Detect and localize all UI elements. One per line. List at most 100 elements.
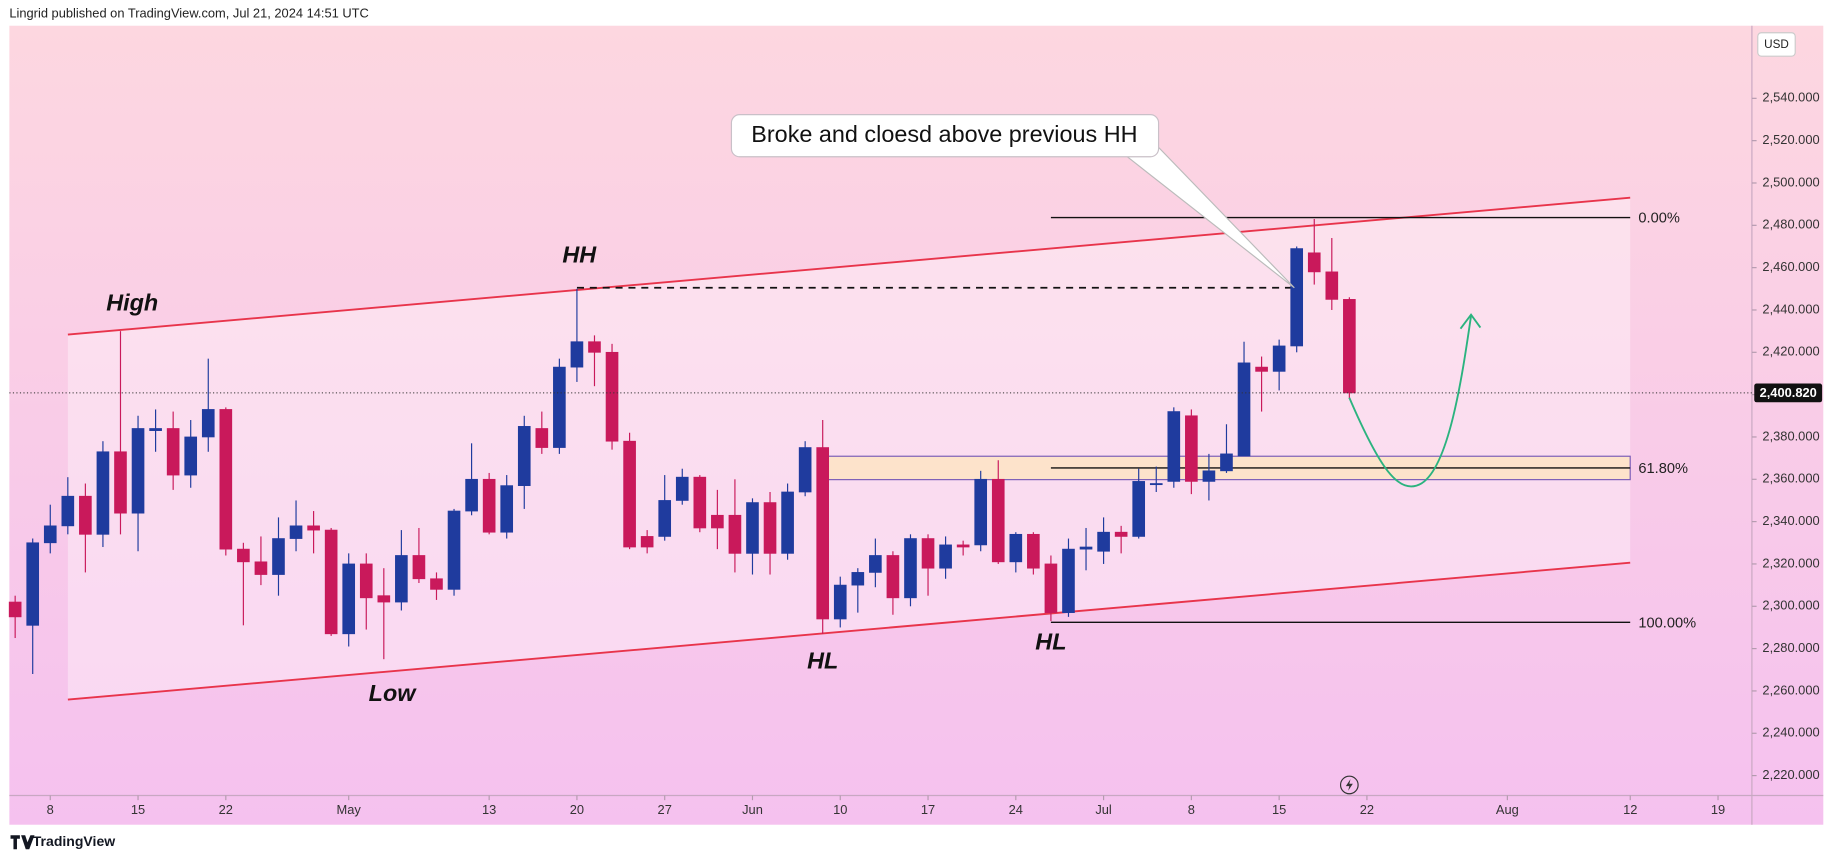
candle-body	[447, 510, 461, 590]
chart-background	[9, 25, 1824, 825]
label-high: High	[106, 289, 158, 315]
candle-body	[114, 451, 127, 514]
header: Lingrid published on TradingView.com, Ju…	[9, 5, 368, 20]
x-tick-label: 15	[131, 802, 145, 817]
candle-body	[535, 428, 549, 448]
candle-body	[1255, 366, 1268, 372]
candle-body	[956, 544, 970, 548]
label-hl: HL	[1035, 629, 1066, 655]
candle-body	[605, 351, 619, 442]
projection-arrowhead	[1459, 313, 1482, 330]
last-price-box	[1754, 383, 1823, 403]
logo	[10, 835, 35, 850]
candle-body	[1220, 453, 1233, 472]
footer: TradingView	[10, 833, 115, 850]
candle-body	[1062, 548, 1075, 613]
last-price-label: 2,400.820	[1760, 385, 1817, 400]
candle-body	[342, 563, 356, 635]
candle-body	[1149, 483, 1163, 486]
footer-brand: TradingView	[33, 833, 115, 849]
candle-body	[289, 525, 303, 539]
x-tick-label: 22	[219, 802, 233, 817]
candle-body	[272, 538, 285, 575]
candle-body	[991, 478, 1005, 563]
candle-body	[184, 436, 198, 476]
candle-body	[658, 500, 672, 537]
x-tick-label: Aug	[1496, 802, 1519, 817]
candle-body	[640, 536, 654, 548]
candle-body	[728, 514, 742, 554]
candle-body	[79, 495, 92, 535]
x-tick-label: 8	[1188, 802, 1195, 817]
candle-body	[1272, 345, 1286, 372]
candle-body	[1202, 470, 1216, 482]
candle-body	[96, 451, 110, 535]
candle-body	[201, 409, 215, 438]
candle-body	[816, 447, 830, 620]
x-tick-label: 19	[1711, 802, 1725, 817]
fib-label: 100.00%	[1638, 615, 1696, 631]
candle-body	[939, 544, 952, 569]
y-tick-label: 2,280.000	[1762, 640, 1819, 655]
y-tick-label: 2,460.000	[1762, 259, 1819, 274]
x-tick-label: 27	[658, 802, 672, 817]
y-tick-label: 2,380.000	[1762, 428, 1819, 443]
candle-body	[921, 538, 935, 569]
candle-body	[482, 478, 496, 533]
x-tick-label: 20	[570, 802, 584, 817]
x-tick-label: 15	[1272, 802, 1286, 817]
annotations: Broke and cloesd above previous HH High …	[106, 114, 1696, 795]
candle-body	[904, 538, 917, 599]
label-hl: HL	[807, 647, 838, 673]
candle-body	[307, 525, 320, 531]
candle-body	[1325, 271, 1339, 300]
y-tick-label: 2,520.000	[1762, 132, 1819, 147]
x-tick-label: 8	[47, 802, 54, 817]
candle-body	[359, 563, 373, 599]
candle-body	[465, 478, 478, 512]
candles	[8, 218, 1356, 675]
y-tick-label: 2,360.000	[1762, 471, 1819, 486]
y-tick-label: 2,240.000	[1762, 725, 1819, 740]
y-tick-label: 2,440.000	[1762, 301, 1819, 316]
candle-body	[693, 476, 707, 529]
candle-body	[711, 514, 724, 529]
candle-body	[1185, 415, 1198, 482]
candle-body	[1237, 362, 1251, 457]
projection-curve	[1348, 315, 1472, 488]
currency-box[interactable]	[1757, 32, 1796, 57]
y-tick-label: 2,540.000	[1762, 90, 1819, 105]
y-tick-label: 2,420.000	[1762, 344, 1819, 359]
candle-body	[974, 478, 988, 546]
candle-body	[553, 366, 566, 448]
candle-body	[26, 542, 40, 626]
candle-body	[430, 578, 443, 590]
candle-body	[219, 409, 233, 550]
candle-body	[61, 495, 75, 527]
candle-body	[798, 447, 812, 493]
candle-body	[869, 555, 882, 573]
x-tick-label: 13	[482, 802, 496, 817]
candle-body	[833, 584, 847, 620]
callout-box	[730, 114, 1160, 158]
x-tick-label: 22	[1360, 802, 1374, 817]
event-icon-bolt	[1345, 779, 1353, 791]
candle-body	[1009, 533, 1023, 563]
candle-body	[763, 502, 777, 554]
y-tick-label: 2,480.000	[1762, 217, 1819, 232]
event-icon[interactable]	[1339, 775, 1359, 795]
candle-body	[254, 561, 268, 575]
x-tick-label: May	[337, 802, 362, 817]
candle-body	[746, 502, 759, 554]
x-tick-label: Jun	[742, 802, 763, 817]
candle-body	[781, 491, 794, 554]
fib-label: 0.00%	[1638, 211, 1679, 227]
x-tick-label: 17	[921, 802, 935, 817]
candle-body	[851, 572, 865, 586]
x-tick-label: 12	[1623, 802, 1637, 817]
candle-body	[412, 555, 426, 580]
candle-body	[8, 601, 22, 618]
label-low: Low	[369, 680, 418, 706]
